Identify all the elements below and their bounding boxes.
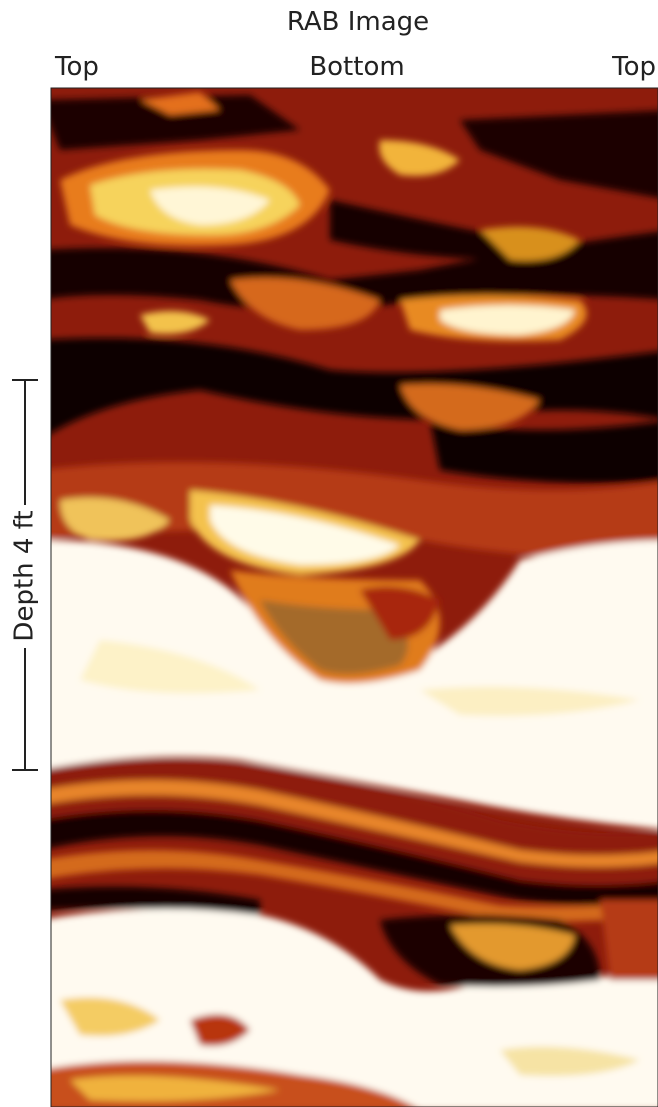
depth-label: Depth 4 ft [10,510,40,641]
top-label-right: Top [611,52,656,82]
title: RAB Image [287,7,429,37]
bottom-label: Bottom [309,52,404,82]
rab-image [40,88,658,1107]
figure-canvas: RAB Image Top Bottom Top Depth 4 ft [0,0,658,1107]
top-label-left: Top [54,52,99,82]
figure: RAB Image Top Bottom Top Depth 4 ft [0,0,658,1107]
